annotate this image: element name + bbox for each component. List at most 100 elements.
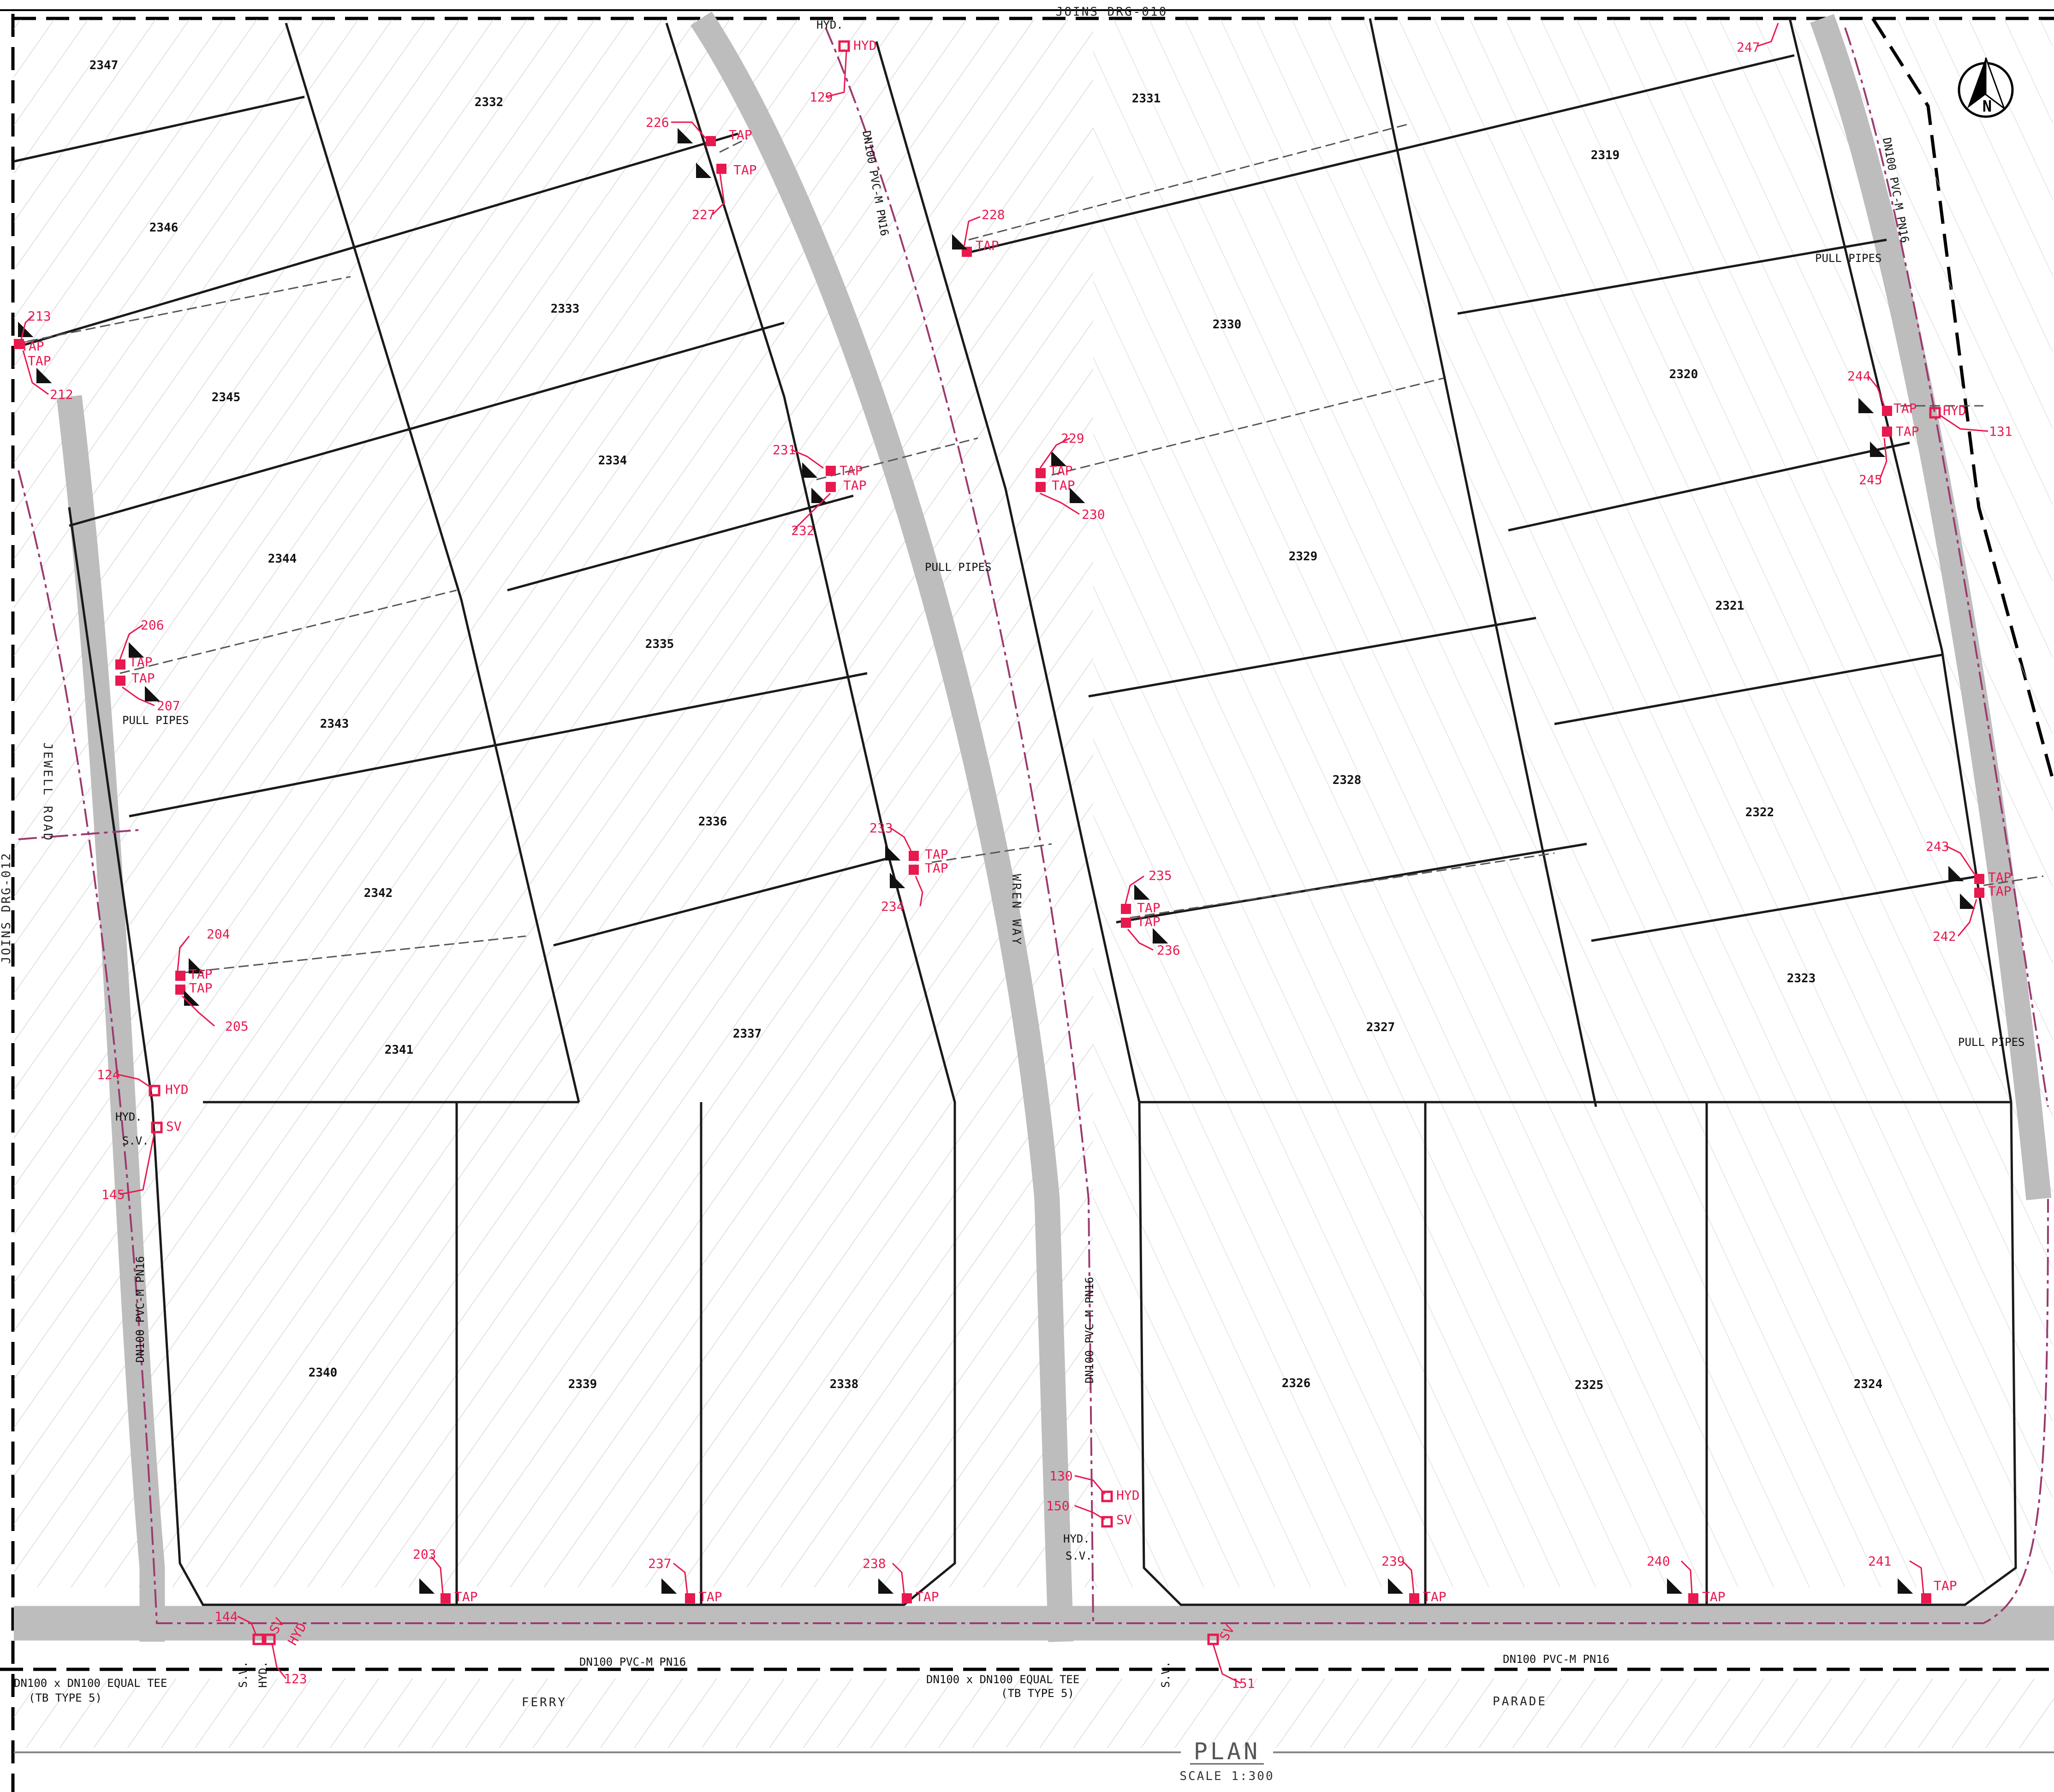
sv-note: S.V. — [1159, 1661, 1172, 1688]
lot-number: 2346 — [149, 221, 179, 235]
hyd-label: HYD — [1116, 1488, 1140, 1503]
service-lines — [27, 124, 2044, 974]
pull-pipes-label: PULL PIPES — [925, 561, 992, 574]
sv-note: S.V. — [122, 1134, 149, 1147]
fitting-labels: TAP TAP TAP TAP TAP TAP TAP TAP TAP TAP … — [21, 18, 2012, 1688]
lot-number: 2337 — [733, 1027, 762, 1041]
ref-number: 244 — [1847, 368, 1871, 384]
hyd-label: HYD — [853, 38, 877, 53]
tap-label: TAP — [1137, 900, 1161, 915]
hyd-note: HYD. — [816, 18, 843, 31]
equal-tee-type: (TB TYPE 5) — [1001, 1687, 1074, 1700]
lot-number: 2333 — [551, 302, 580, 316]
hyd-note: HYD. — [115, 1110, 142, 1123]
tap-label: TAP — [1934, 1578, 1957, 1593]
tap-label: TAP — [1052, 478, 1075, 493]
ref-number: 235 — [1149, 868, 1172, 883]
ref-number: 207 — [157, 698, 180, 713]
ref-number: 226 — [646, 115, 669, 130]
ref-number: 233 — [869, 820, 893, 836]
ref-number: 203 — [413, 1547, 436, 1562]
lot-number: 2343 — [320, 717, 349, 731]
sv-label: SV — [166, 1119, 182, 1134]
tap-label: TAP — [1896, 424, 1919, 439]
ref-number: 239 — [1381, 1554, 1405, 1569]
tap-label: TAP — [1423, 1589, 1447, 1604]
left-join-label: JOINS DRG-012 — [0, 852, 13, 964]
sv-note: S.V. — [237, 1661, 250, 1688]
plan-title: PLAN — [1194, 1738, 1260, 1765]
main-pipe-label: DN100 PVC-M PN16 — [134, 1256, 147, 1363]
lot-number: 2320 — [1669, 368, 1698, 381]
ref-number: 230 — [1082, 507, 1105, 522]
ref-number: 130 — [1049, 1468, 1073, 1483]
lot-numbers: 2347 2332 2331 2319 2346 2333 2330 2320 … — [89, 59, 1883, 1392]
ref-number: 123 — [284, 1671, 307, 1686]
hyd-note: HYD. — [1063, 1532, 1090, 1545]
north-arrow-icon: N — [1958, 57, 2014, 118]
road-name-wren: WREN WAY — [1009, 874, 1023, 946]
lot-number: 2338 — [830, 1377, 859, 1391]
tap-label: TAP — [454, 1589, 478, 1604]
hyd-note: HYD. — [256, 1661, 269, 1688]
ref-number: 241 — [1868, 1554, 1892, 1569]
ref-number: 231 — [773, 442, 796, 457]
ref-number: 151 — [1232, 1676, 1255, 1691]
ref-number: 247 — [1737, 40, 1760, 55]
lot-number: 2326 — [1282, 1377, 1311, 1390]
lot-boundaries — [13, 18, 2017, 1606]
tap-label: TAP — [28, 353, 51, 368]
ref-number: 204 — [207, 926, 230, 942]
pull-pipes-label: PULL PIPES — [1815, 252, 1882, 265]
ref-number: 232 — [791, 523, 815, 538]
lot-number: 2330 — [1213, 318, 1242, 332]
tap-label: TAP — [925, 860, 948, 876]
lot-number: 2341 — [385, 1043, 414, 1057]
ref-number: 228 — [982, 207, 1005, 222]
sv-note: S.V. — [1066, 1549, 1092, 1562]
ref-number: 227 — [692, 207, 715, 222]
lot-number: 2321 — [1715, 599, 1744, 613]
tap-label: TAP — [925, 847, 948, 862]
tap-label: TAP — [1049, 463, 1073, 478]
lot-number: 2331 — [1132, 92, 1161, 106]
ref-number: 150 — [1046, 1498, 1070, 1513]
tap-label: TAP — [129, 654, 153, 670]
pull-pipes-label: PULL PIPES — [1958, 1036, 2025, 1049]
tap-label: TAP — [916, 1589, 939, 1604]
callout-leaders — [20, 23, 1989, 1684]
main-pipe-label: DN100 PVC-M PN16 — [1083, 1277, 1096, 1383]
lot-number: 2344 — [268, 552, 297, 566]
ref-number: 145 — [101, 1187, 125, 1202]
tap-label: TAP — [976, 238, 999, 253]
lot-number: 2329 — [1289, 550, 1318, 564]
lot-number: 2340 — [309, 1366, 338, 1380]
tap-label: TAP — [21, 338, 44, 354]
lot-number: 2335 — [645, 637, 674, 651]
ref-number: 236 — [1157, 943, 1180, 958]
lot-number: 2323 — [1787, 972, 1816, 985]
tap-label: TAP — [699, 1589, 722, 1604]
main-pipe-label: DN100 PVC-M PN16 — [1503, 1653, 1609, 1666]
tap-label: TAP — [839, 463, 863, 478]
contour-lines — [14, 19, 2054, 1748]
lot-number: 2332 — [475, 95, 504, 109]
tap-label: TAP — [189, 967, 213, 982]
lot-number: 2325 — [1575, 1378, 1604, 1392]
tap-label: TAP — [1893, 401, 1917, 416]
tap-label: TAP — [189, 980, 213, 996]
plan-scale: SCALE 1:300 — [1179, 1769, 1274, 1783]
ref-number: 124 — [97, 1067, 120, 1082]
ref-number: 237 — [648, 1556, 672, 1571]
ref-number: 205 — [225, 1019, 249, 1034]
ref-number: 213 — [28, 309, 51, 324]
tap-label: TAP — [1137, 914, 1161, 929]
ref-number: 242 — [1933, 929, 1956, 944]
ref-number: 234 — [881, 899, 905, 914]
tap-label: TAP — [1702, 1589, 1726, 1604]
ref-number: 238 — [863, 1556, 886, 1571]
reference-numbers: 247 129 226 227 228 213 212 231 232 229 … — [28, 40, 2012, 1691]
sv-label: SV — [1116, 1512, 1132, 1527]
road-name-parade: PARADE — [1493, 1695, 1547, 1709]
lot-number: 2319 — [1591, 148, 1620, 162]
